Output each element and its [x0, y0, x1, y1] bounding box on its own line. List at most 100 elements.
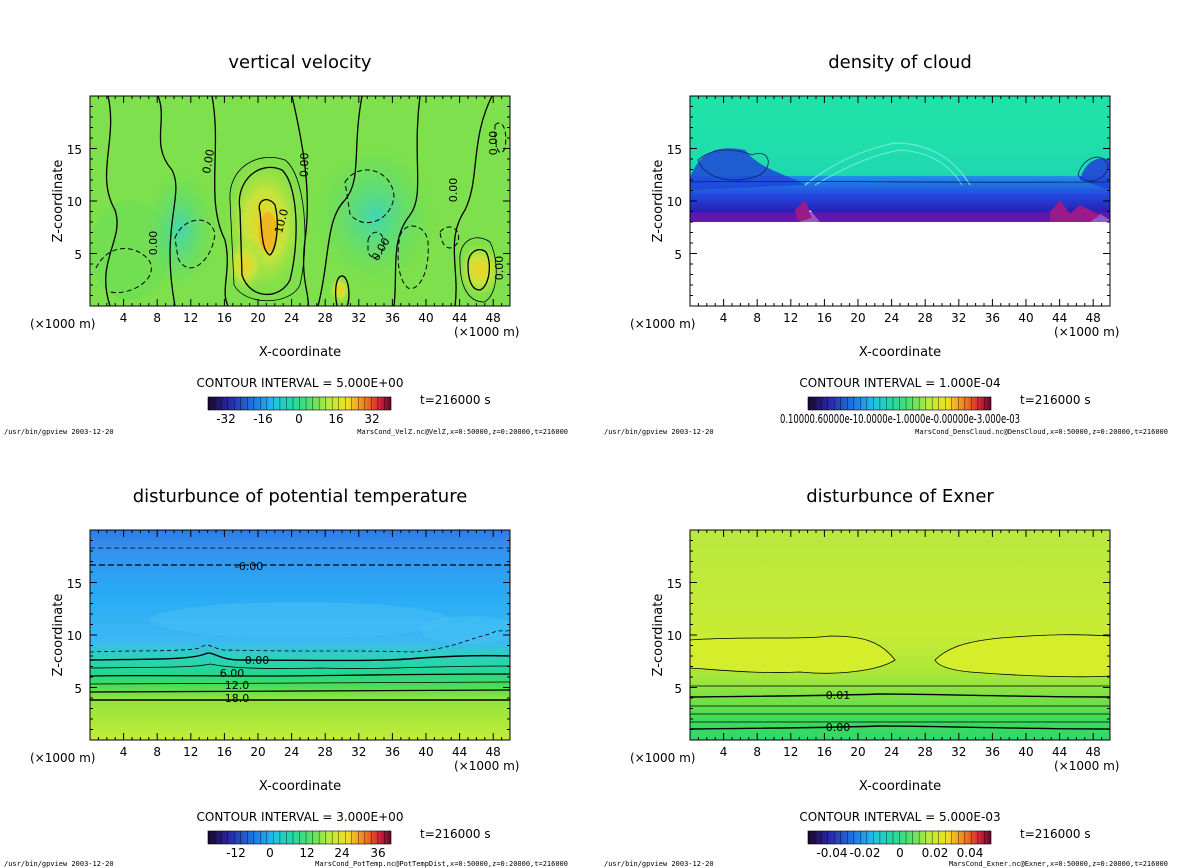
- chart-title: density of cloud: [828, 52, 972, 73]
- x-tick-label: 44: [452, 745, 467, 759]
- y-tick-label: 15: [667, 577, 682, 591]
- x-unit-right: (×1000 m): [1054, 759, 1119, 773]
- x-axis-label: X-coordinate: [259, 345, 341, 360]
- x-tick-label: 44: [1052, 311, 1067, 325]
- x-tick-label: 20: [250, 311, 265, 325]
- contour-interval: CONTOUR INTERVAL = 1.000E-04: [799, 376, 1000, 390]
- x-tick-label: 20: [850, 311, 865, 325]
- x-unit-right: (×1000 m): [454, 759, 519, 773]
- x-tick-labels: 4 8 12 16 20 24 28 32 36 40 44 48: [120, 311, 501, 325]
- contour-interval: CONTOUR INTERVAL = 5.000E+00: [197, 376, 404, 390]
- colorbar-tick-label: 0.04: [957, 846, 984, 860]
- chart-title: vertical velocity: [228, 52, 372, 73]
- x-tick-label: 16: [217, 745, 232, 759]
- x-tick-label: 12: [783, 311, 798, 325]
- y-tick-label: 10: [667, 629, 682, 643]
- y-tick-label: 10: [67, 195, 82, 209]
- x-tick-label: 36: [385, 745, 400, 759]
- x-axis: 4 8 12 16 20 24 28 32 36 40 44 48 (×1000…: [630, 311, 1119, 360]
- footer-left: /usr/bin/gpview 2003-12-20: [604, 860, 714, 868]
- x-tick-label: 16: [817, 745, 832, 759]
- x-tick-label: 12: [783, 745, 798, 759]
- x-axis-label: X-coordinate: [859, 345, 941, 360]
- y-axis-label: Z-coordinate: [51, 160, 66, 243]
- y-axis-label: Z-coordinate: [651, 594, 666, 677]
- x-tick-label: 16: [217, 311, 232, 325]
- x-axis: 4 8 12 16 20 24 28 32 36 40 44 48 (×1000…: [630, 745, 1119, 794]
- x-tick-label: 32: [351, 311, 366, 325]
- colorbar-tick-label: 0: [266, 846, 274, 860]
- colorbar-tick-label: 0: [896, 846, 904, 860]
- x-tick-label: 4: [120, 745, 128, 759]
- x-tick-label: 20: [850, 745, 865, 759]
- colorbar-tick-label: 24: [334, 846, 349, 860]
- x-tick-label: 24: [284, 311, 299, 325]
- x-axis-label: X-coordinate: [859, 779, 941, 794]
- x-tick-label: 48: [486, 745, 501, 759]
- x-tick-label: 4: [720, 311, 728, 325]
- x-tick-label: 40: [418, 311, 433, 325]
- contour-label: 0.00: [493, 256, 506, 281]
- plot-area: [90, 530, 510, 740]
- x-tick-label: 28: [318, 745, 333, 759]
- tick-marks: [689, 529, 1111, 741]
- panel-vertical-velocity: vertical velocity: [4, 52, 568, 436]
- contour-label: 10.0: [272, 208, 291, 235]
- colorbar-tick-label: 36: [370, 846, 385, 860]
- contour-label: 6.00: [220, 667, 245, 680]
- time-label: t=216000 s: [1020, 393, 1091, 407]
- contour-label: 18.0: [225, 692, 250, 705]
- x-tick-label: 36: [985, 311, 1000, 325]
- colorbar-segments: [214, 397, 385, 410]
- y-axis: 5 10 15 Z-coordinate: [651, 143, 682, 262]
- footer-right: MarsCond_DensCloud.nc@DensCloud,x=0:5000…: [915, 428, 1168, 436]
- footer-left: /usr/bin/gpview 2003-12-20: [604, 428, 714, 436]
- x-tick-label: 36: [385, 311, 400, 325]
- contour-label: 0.00: [298, 152, 312, 177]
- panel-exner: disturbunce of Exner 0.01 0.00 4: [604, 486, 1168, 868]
- contour-label: 0.00: [147, 231, 160, 256]
- time-label: t=216000 s: [420, 827, 491, 841]
- x-tick-label: 8: [153, 745, 161, 759]
- x-tick-label: 28: [918, 745, 933, 759]
- colorbar-tick-label: 12: [299, 846, 314, 860]
- x-tick-label: 8: [753, 745, 761, 759]
- colorbar-segments: [214, 831, 385, 844]
- x-tick-label: 28: [318, 311, 333, 325]
- contour-labels: -6.00 0.00 6.00 12.0 18.0: [220, 560, 270, 705]
- x-tick-label: 12: [183, 745, 198, 759]
- footer-left: /usr/bin/gpview 2003-12-20: [4, 860, 114, 868]
- x-tick-label: 36: [985, 745, 1000, 759]
- x-unit-left: (×1000 m): [630, 317, 695, 331]
- y-tick-label: 15: [67, 577, 82, 591]
- y-axis-label: Z-coordinate: [651, 160, 666, 243]
- x-unit-left: (×1000 m): [30, 317, 95, 331]
- y-axis: 5 10 15 Z-coordinate: [51, 577, 82, 696]
- contour-label: 12.0: [225, 679, 250, 692]
- y-tick-label: 5: [674, 248, 682, 262]
- y-tick-label: 5: [674, 682, 682, 696]
- tick-marks: [89, 529, 511, 741]
- y-tick-label: 15: [67, 143, 82, 157]
- x-tick-label: 40: [418, 745, 433, 759]
- colorbar-tick-label: 32: [364, 412, 379, 426]
- panel-density-of-cloud: density of cloud 4 8 12: [604, 52, 1168, 436]
- x-tick-label: 32: [951, 745, 966, 759]
- x-tick-label: 24: [284, 745, 299, 759]
- footer-left: /usr/bin/gpview 2003-12-20: [4, 428, 114, 436]
- x-tick-label: 48: [1086, 311, 1101, 325]
- colorbar-tick-label: -16: [253, 412, 273, 426]
- x-tick-label: 40: [1018, 311, 1033, 325]
- colorbar-tick-label: -12: [226, 846, 246, 860]
- y-tick-label: 5: [74, 248, 82, 262]
- colorbar-segments: [814, 397, 985, 410]
- x-tick-label: 40: [1018, 745, 1033, 759]
- x-axis-label: X-coordinate: [259, 779, 341, 794]
- contour-label: -6.00: [235, 560, 263, 573]
- x-tick-label: 48: [486, 311, 501, 325]
- x-tick-label: 24: [884, 745, 899, 759]
- y-axis-label: Z-coordinate: [51, 594, 66, 677]
- time-label: t=216000 s: [420, 393, 491, 407]
- x-tick-label: 20: [250, 745, 265, 759]
